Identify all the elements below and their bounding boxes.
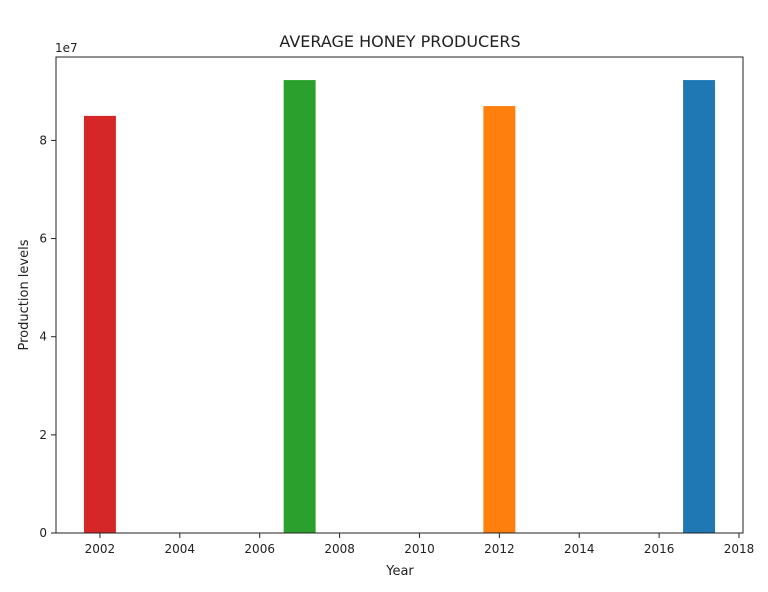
x-tick-label: 2018 [724,542,755,556]
y-axis-offset-label: 1e7 [55,41,78,55]
plot-frame [55,56,744,534]
x-tick-label: 2016 [644,542,675,556]
x-tick-label: 2004 [165,542,196,556]
y-tick-label: 8 [39,133,47,147]
bar-2012 [483,106,516,533]
y-tick-label: 4 [39,330,47,344]
y-axis-ticks: 0 2 4 6 8 [39,133,56,540]
bars-group [83,80,716,534]
x-tick-label: 2008 [324,542,355,556]
y-tick-label: 2 [39,428,47,442]
bar-2017 [683,80,716,534]
x-tick-label: 2012 [484,542,515,556]
x-axis-label: Year [385,564,414,579]
bar-2007 [283,80,316,534]
y-tick-label: 0 [39,526,47,540]
x-tick-label: 2006 [244,542,275,556]
x-axis-ticks: 2002 2004 2006 2008 2010 2012 2014 2016 2018 [85,533,755,556]
chart-title: AVERAGE HONEY PRODUCERS [279,32,520,51]
y-axis-label: Production levels [17,239,32,350]
x-tick-label: 2014 [564,542,595,556]
x-tick-label: 2010 [404,542,435,556]
bar-2002 [83,115,116,533]
y-tick-label: 6 [39,232,47,246]
x-tick-label: 2002 [85,542,116,556]
